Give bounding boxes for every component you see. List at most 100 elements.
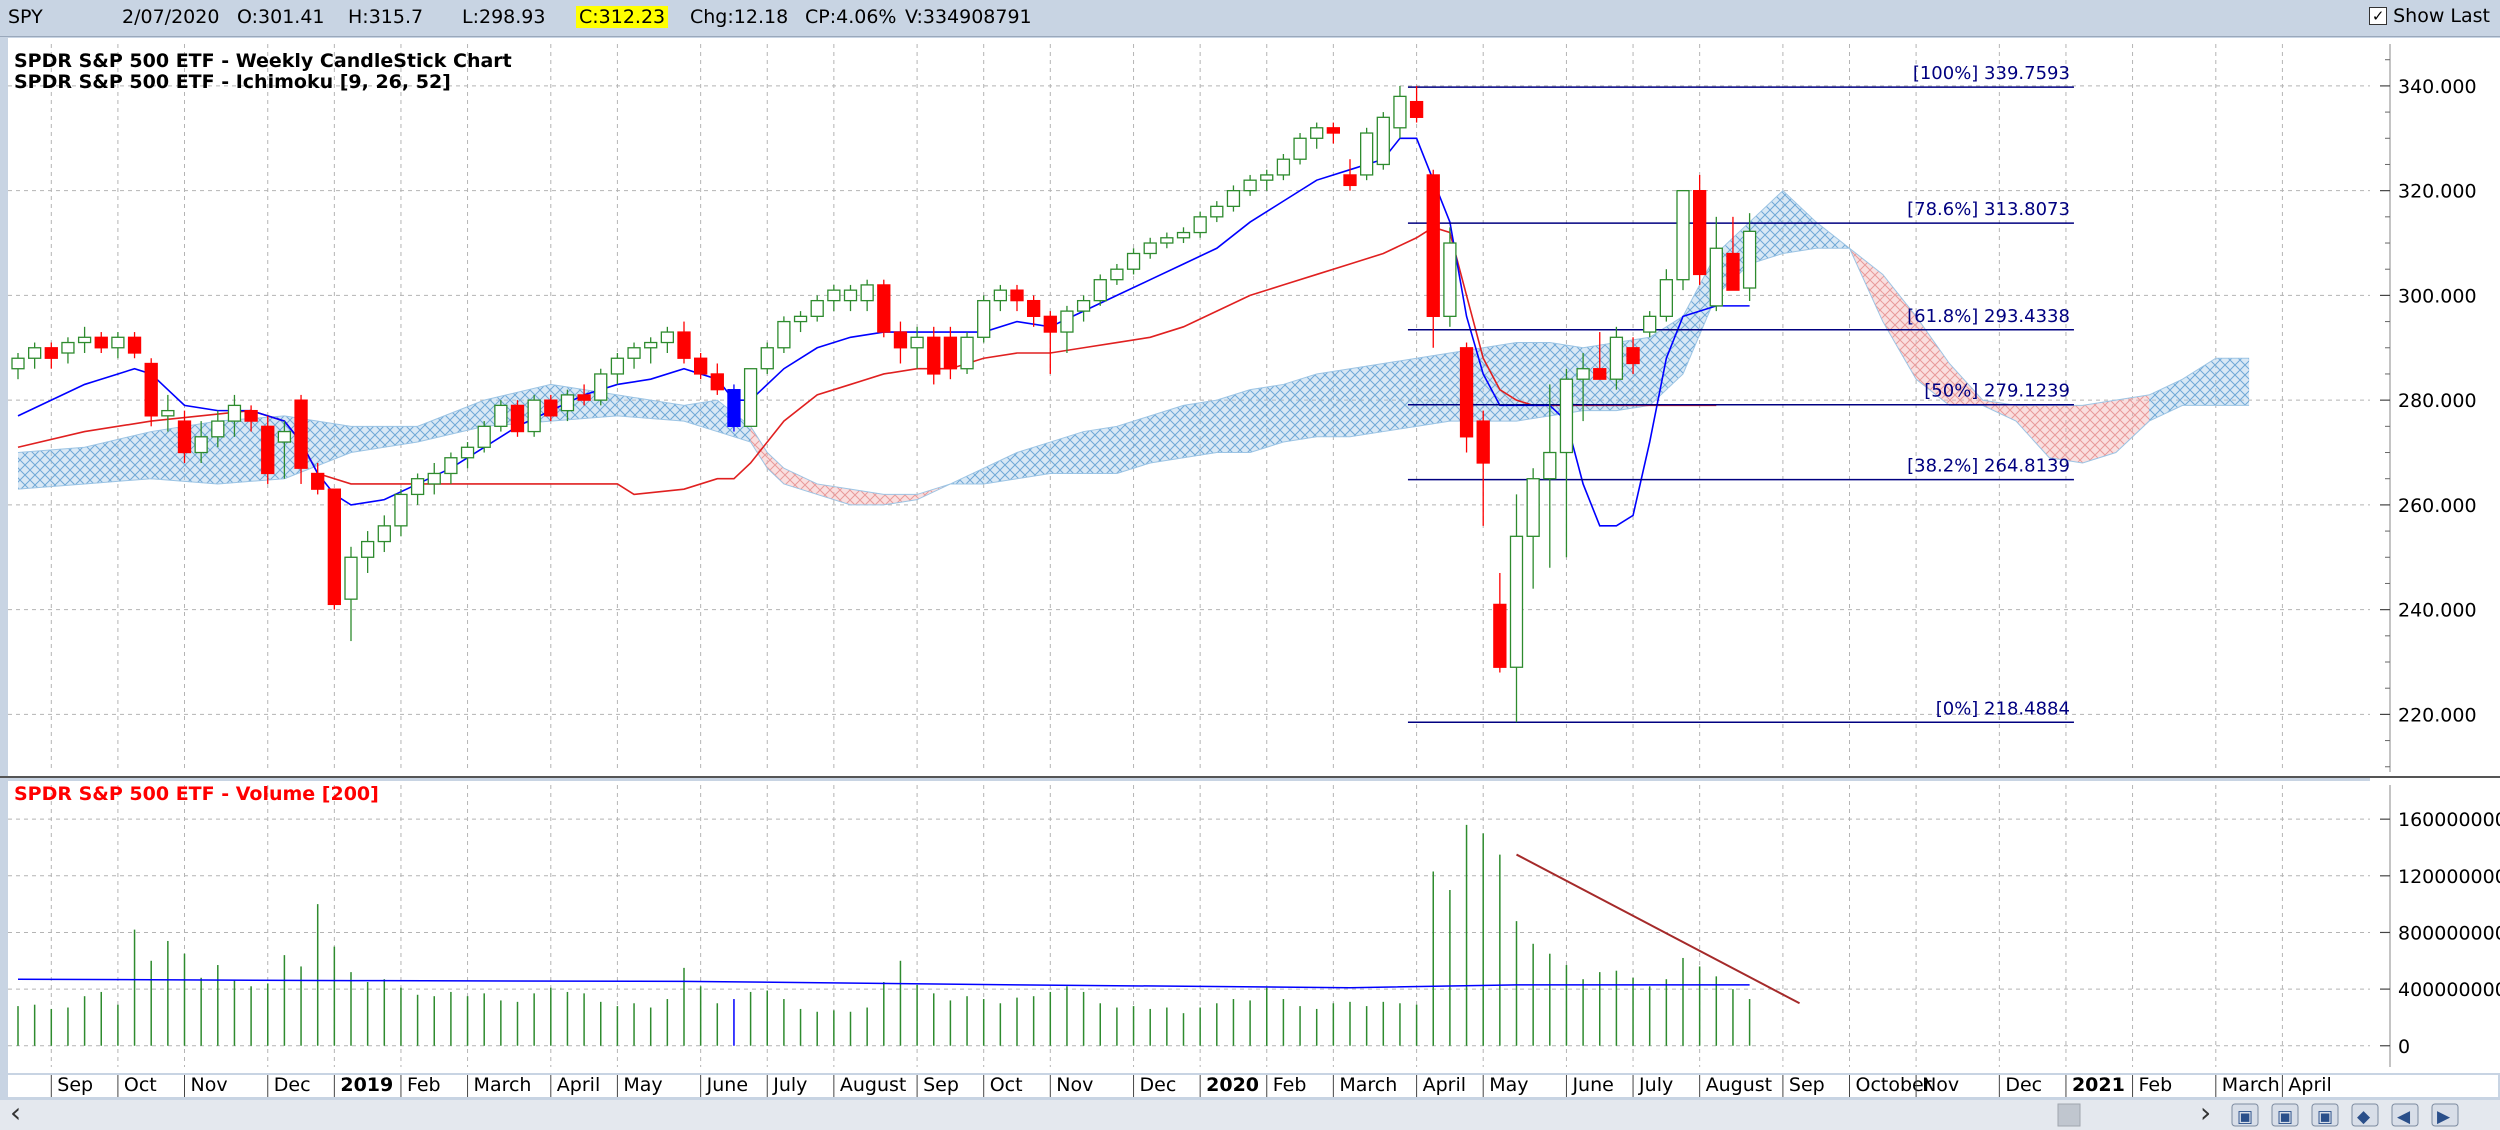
candle <box>860 279 874 312</box>
candle <box>627 342 641 369</box>
cloud-hatch <box>1216 389 1251 453</box>
cloud-hatch <box>1383 358 1417 432</box>
candle <box>710 363 724 395</box>
candle-body <box>244 409 258 422</box>
candle-body <box>1360 132 1374 176</box>
step-right-icon[interactable] <box>2431 1103 2459 1127</box>
cloud-hatch <box>783 468 818 495</box>
candle-body <box>993 289 1007 302</box>
candle <box>1293 133 1307 165</box>
cloud-hatch <box>617 394 684 422</box>
cloud-hatch <box>1017 442 1051 479</box>
candle <box>94 332 108 354</box>
candle <box>777 316 791 354</box>
time-tick-label: Feb <box>2139 1074 2173 1096</box>
zoom-fit-icon[interactable] <box>2231 1103 2259 1127</box>
time-tick-label: Dec <box>2005 1074 2042 1096</box>
scroll-left-icon[interactable]: ‹ <box>10 1096 21 1129</box>
show-last-checkbox[interactable]: ✓ <box>2369 7 2388 25</box>
candle <box>1742 213 1757 301</box>
candle-body <box>577 394 591 401</box>
time-tick-label: 2021 <box>2072 1074 2125 1096</box>
candle-body <box>460 446 475 459</box>
cloud-hatch <box>684 400 718 432</box>
time-tick-label: April <box>1423 1074 1466 1096</box>
volume-axis: 0 400000000 800000000 1200000000 1600000000 <box>2380 785 2500 1067</box>
candle-body <box>793 315 808 323</box>
close-label: C:312.23 <box>576 6 669 28</box>
volume-title: SPDR S&P 500 ETF - Volume [200] <box>14 783 379 805</box>
candle <box>1709 216 1723 312</box>
scrollbar-thumb[interactable] <box>2057 1103 2081 1127</box>
time-tick-label: Nov <box>1922 1074 1959 1096</box>
candle <box>1726 216 1740 291</box>
show-last-label: Show Last <box>2393 5 2490 27</box>
candle-body <box>194 436 208 454</box>
candle <box>1659 269 1673 322</box>
candle-body <box>94 336 108 349</box>
candle <box>610 353 625 385</box>
cloud-hatch <box>1949 363 1983 406</box>
cloud-hatch <box>2115 394 2150 453</box>
zoom-out-icon[interactable] <box>2271 1103 2299 1127</box>
pan-both-icon-glyph: ◆ <box>2357 1107 2371 1127</box>
volume-label: V:334908791 <box>905 6 1032 28</box>
volume-bars <box>17 824 1751 1046</box>
candle <box>1593 332 1607 380</box>
candle-body <box>1493 603 1507 668</box>
cloud-hatch <box>850 489 884 505</box>
candle <box>394 489 408 537</box>
candle <box>1643 311 1657 338</box>
time-tick-label: August <box>840 1074 907 1096</box>
candle <box>594 368 608 406</box>
candle <box>544 394 558 422</box>
time-tick-label: June <box>1571 1074 1613 1096</box>
time-tick-label: Feb <box>1273 1074 1307 1096</box>
candle <box>1226 185 1241 212</box>
horizontal-scrollbar[interactable]: ‹ › ▣ ▣ ▣ ◆ ◀ ▶ <box>0 1096 2500 1130</box>
candle-body <box>1043 315 1057 333</box>
candle <box>1110 263 1124 285</box>
candle <box>1493 572 1507 673</box>
cloud-hatch <box>417 400 485 443</box>
candle <box>743 368 758 427</box>
senkou-span-a <box>17 189 2250 495</box>
time-tick-label: Dec <box>274 1074 311 1096</box>
scrollbar-track <box>0 1100 2500 1130</box>
price-axis-panel <box>2370 38 2500 1073</box>
candle <box>410 473 425 505</box>
zoom-in-icon[interactable] <box>2311 1103 2339 1127</box>
candle-body <box>827 289 841 302</box>
candle-body <box>1060 310 1074 333</box>
candle <box>1326 122 1340 144</box>
chart-area[interactable]: [100%] 339.7593 [78.6%] 313.8073 [61.8%] 2… <box>0 37 2500 1130</box>
candle <box>377 515 391 553</box>
show-last-toggle[interactable]: ✓ Show Last <box>2369 5 2490 27</box>
step-left-icon[interactable] <box>2391 1103 2419 1127</box>
candle-body <box>77 336 92 344</box>
candle-body <box>1643 315 1657 333</box>
axis-tick-label: 800000000 <box>2398 922 2500 944</box>
cloud-hatch <box>767 452 784 484</box>
cloud-hatch <box>2182 358 2216 406</box>
candle <box>460 442 475 469</box>
cloud-hatch <box>2016 405 2050 458</box>
step-left-icon-glyph: ◀ <box>2397 1107 2411 1127</box>
candle <box>194 421 208 463</box>
candle <box>277 421 292 479</box>
candle-body <box>727 389 741 427</box>
candle <box>227 394 242 437</box>
candle <box>11 353 25 380</box>
axis-tick-label: 340.000 <box>2398 76 2477 98</box>
pan-both-icon[interactable] <box>2351 1103 2379 1127</box>
candle <box>1076 295 1091 322</box>
candle <box>1043 311 1057 374</box>
candle-body <box>327 488 342 606</box>
candle <box>61 337 75 364</box>
candle-body <box>527 399 541 433</box>
candle-body <box>360 540 375 558</box>
candle-body <box>843 289 858 302</box>
scroll-right-icon[interactable]: › <box>2200 1096 2211 1129</box>
candle <box>927 326 941 385</box>
candle-body <box>377 525 391 543</box>
